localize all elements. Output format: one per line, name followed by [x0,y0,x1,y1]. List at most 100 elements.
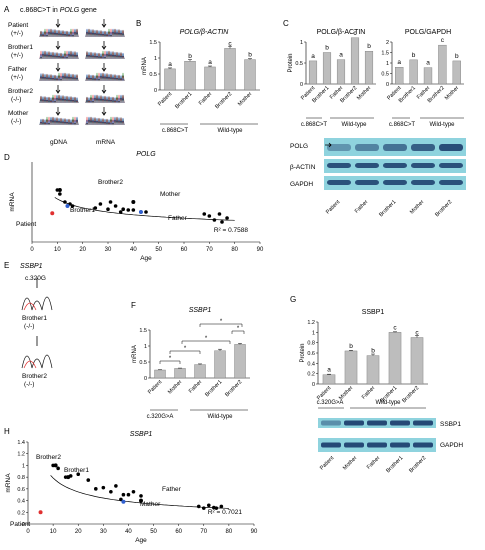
chart-title: POLG/β-ACTIN [180,29,230,36]
x-tick-label: 10 [50,529,57,535]
bar-chart-B: 0 0.5 1 1.5 mRNA a Patient b Brother1 a Father c Bro… [142,40,260,110]
y-tick-label: 0.5 [139,360,147,366]
group-label: Wild-type [217,128,243,134]
x-tick-label: Mother [167,379,183,395]
panel-letter-G: G [290,295,296,304]
arrow-head [55,23,61,28]
y-tick-label: 1 [22,463,25,469]
western-blot-c: POLG β-ACTIN GAPDH Patient Father Brother1 Mot… [290,138,466,218]
data-point [86,478,91,482]
chromatogram-label: Brother1 [8,44,33,51]
col-label-gdna: gDNA [50,139,68,146]
chromatogram-trace [39,107,79,126]
x-tick-label: 0 [26,529,30,535]
data-point [219,504,224,509]
x-tick-label: 40 [130,247,137,253]
scatter-D: 0 10 20 30 40 50 60 70 80 90 Age mRNA POLG R² = 0.758… [9,151,264,262]
blot-band [367,442,387,448]
point-annotation: Brother1 [70,207,95,214]
chromatogram-trace [21,336,53,369]
chromatogram-trace [21,278,53,311]
y-tick-label: 0.5 [381,72,389,78]
blot-lane-label: Brother2 [434,199,453,218]
blot-band [383,144,407,151]
bar [410,337,424,385]
group-label: c.868C>T [162,128,189,134]
data-point [108,200,113,204]
data-point [207,503,211,508]
chromatogram-genotype: (-/-) [24,323,34,330]
x-tick-label: 60 [181,247,188,253]
highlight-point [57,188,62,192]
bar [366,355,380,385]
y-axis-label: Protein [288,53,294,72]
x-tick-label: 10 [54,247,61,253]
y-tick-label: 1.2 [307,320,315,326]
x-tick-label: Patient [147,379,164,396]
x-tick-label: 50 [150,529,157,535]
bar [350,37,360,85]
significance-bracket [169,350,201,354]
blot-arrow [325,142,332,148]
data-point [131,208,136,212]
blot-lane-label: Patient [325,199,342,216]
y-tick-label: 0 [22,522,25,528]
panel-letter-H: H [4,427,10,436]
x-tick-label: 50 [155,247,162,253]
arrow-head [55,111,61,116]
x-tick-label: 90 [251,529,258,535]
bar [322,52,332,85]
y-axis-label: Protein [300,343,306,362]
arrow-head [101,45,107,50]
highlight-point [138,210,143,214]
chromatogram-label: Father [8,66,28,73]
bar [364,51,374,85]
point-annotation: Father [162,486,182,493]
blot-lane-label: Brother1 [378,199,397,218]
y-axis-label: mRNA [142,57,148,75]
x-tick-label: 70 [206,247,213,253]
x-tick-label: Brother2 [224,379,243,398]
significance-star: * [237,326,240,332]
x-tick-label: Father [361,385,377,401]
significance-letter: c [441,37,445,44]
highlight-point [121,499,126,504]
chromatogram-label: Brother1 [22,315,47,322]
y-tick-label: 1.4 [17,440,25,446]
y-tick-label: 1.2 [17,452,25,458]
bar [214,350,226,379]
data-point [98,202,103,206]
bar [224,48,236,91]
significance-letter: b [188,53,192,60]
x-tick-label: 20 [79,247,86,253]
panel-letter-C: C [283,19,289,28]
arrow-head [101,23,107,28]
y-tick-label: 0.2 [307,372,315,378]
data-point [113,204,118,208]
blot-band [411,144,435,151]
trace-line [85,50,125,60]
blot-row-label: SSBP1 [440,421,461,428]
bar-chart-G: 00.20.40.60.811.2ProteinSSBP1aPatientbMo… [300,309,428,404]
x-tick-label: 40 [125,529,132,535]
blot-band [413,442,433,448]
significance-letter: c [228,40,232,47]
y-axis-label: mRNA [132,345,138,363]
blot-band [383,163,407,168]
group-label: c.320G>A [147,414,174,420]
x-tick-label: Brother2 [401,385,420,404]
chart-title: POLG [136,151,156,158]
highlight-point [53,463,58,468]
x-axis-label: Age [135,537,147,544]
chromatogram-genotype: (+/-) [11,74,23,81]
chart-title: POLG/GAPDH [405,29,451,36]
data-point [225,216,229,220]
data-point [202,212,207,216]
western-blot-g: SSBP1 GAPDH Patient Mother Father Brother1 Bro… [318,418,463,474]
blot-row-label: POLG [290,143,308,150]
significance-letter: a [397,59,401,66]
y-tick-label: 0 [144,376,147,382]
chromatogram-genotype: (+/-) [11,52,23,59]
chromatogram-label: Brother2 [22,373,47,380]
bar [174,368,186,379]
